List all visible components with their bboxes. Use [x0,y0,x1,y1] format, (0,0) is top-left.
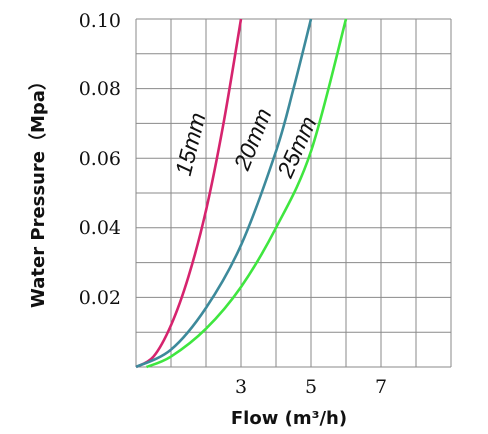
y-tick-label: 0.04 [79,217,121,239]
series-line-15mm [135,18,243,369]
series-line-25mm [145,18,348,369]
y-tick-labels: 0.02 0.04 0.06 0.08 0.10 [79,10,121,309]
y-tick-label: 0.10 [79,10,121,32]
series-label-20mm: 20mm [228,105,276,175]
x-tick-labels: 3 5 7 [235,376,387,398]
y-tick-label: 0.02 [79,287,121,309]
x-axis-title: Flow (m³/h) [231,408,347,429]
x-tick-label: 3 [235,376,247,398]
series-label-25mm: 25mm [271,112,321,182]
series-label-15mm: 15mm [170,110,211,178]
series-line-20mm [135,18,313,369]
chart-series-lines [135,18,348,369]
x-tick-label: 5 [305,376,317,398]
y-tick-label: 0.08 [79,78,121,100]
y-axis-title: Water Pressure（Mpa） [28,72,49,308]
x-tick-label: 7 [375,376,387,398]
y-tick-label: 0.06 [79,148,121,170]
